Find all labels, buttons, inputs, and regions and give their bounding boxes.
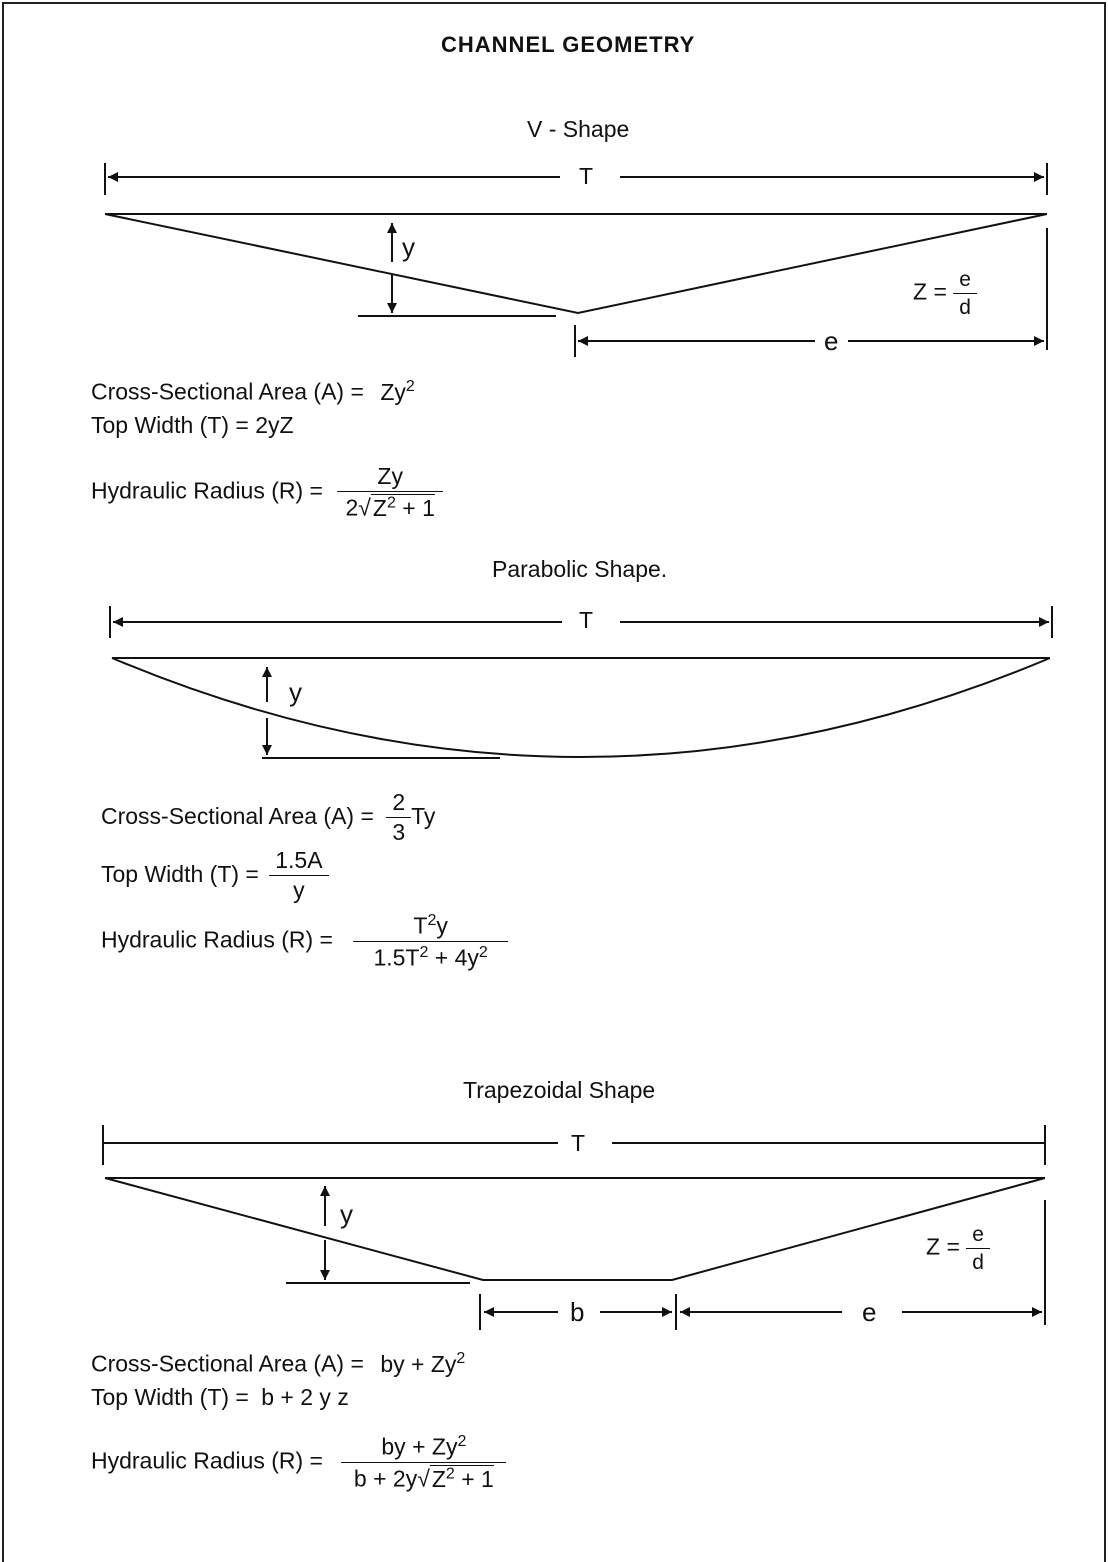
v-area-base: Zy — [380, 378, 406, 405]
t-area-expr: by + Zy — [380, 1350, 457, 1377]
t-radius-num-exp: 2 — [457, 1433, 467, 1450]
v-z-prefix: Z = — [913, 278, 947, 305]
v-radius-label: Hydraulic Radius (R) = — [91, 477, 323, 504]
v-area-exp: 2 — [405, 378, 415, 395]
t-dim-b: b — [570, 1297, 585, 1327]
page-title: CHANNEL GEOMETRY — [441, 32, 696, 57]
v-radius-formula: Hydraulic Radius (R) = Zy 2√Z2 + 1 — [91, 463, 443, 521]
p-dim-y: y — [289, 677, 302, 707]
t-radius-den-exp: 2 — [445, 1464, 455, 1482]
v-topwidth-formula: Top Width (T) = 2yZ — [91, 412, 294, 438]
trapezoidal-heading: Trapezoidal Shape — [463, 1077, 656, 1103]
t-dim-t: T — [571, 1130, 586, 1156]
p-area-den: 3 — [392, 819, 406, 846]
v-z-den: d — [959, 296, 971, 320]
p-radius-den-b: + 4y — [428, 944, 479, 971]
p-channel-profile — [111, 657, 1051, 758]
v-channel-profile — [104, 213, 1048, 315]
p-area-formula: Cross-Sectional Area (A) = 2 3 Ty — [101, 789, 436, 846]
t-z-num: e — [966, 1223, 990, 1250]
p-topwidth-label: Top Width (T) = — [101, 860, 259, 887]
p-radius-den-a: 1.5T — [373, 944, 420, 971]
t-radius-den-pre: b + 2y — [353, 1465, 418, 1492]
p-area-post: Ty — [411, 802, 436, 829]
p-radius-num-post: y — [436, 912, 448, 939]
t-radius-num: by + Zy — [381, 1433, 458, 1460]
t-topwidth-formula: Top Width (T) = b + 2 y z — [91, 1384, 349, 1411]
t-channel-profile — [104, 1177, 1046, 1281]
p-radius-den-b-exp: 2 — [478, 943, 488, 961]
t-z-prefix: Z = — [926, 1233, 960, 1260]
p-area-label: Cross-Sectional Area (A) = — [101, 802, 374, 829]
p-topwidth-formula: Top Width (T) = 1.5A y — [101, 847, 329, 904]
t-dim-y: y — [340, 1199, 353, 1229]
p-radius-num-base: T — [413, 912, 428, 939]
p-area-num: 2 — [386, 789, 412, 819]
t-topwidth-label: Top Width (T) = — [91, 1384, 249, 1410]
v-shape-diagram — [104, 163, 1048, 357]
v-dim-e: e — [824, 326, 839, 356]
v-radius-den-exp: 2 — [386, 494, 396, 512]
p-radius-den-a-exp: 2 — [419, 943, 429, 961]
p-topwidth-den: y — [293, 877, 305, 904]
t-radius-den-post: + 1 — [454, 1465, 494, 1492]
p-radius-num-exp: 2 — [427, 912, 437, 929]
t-radius-formula: Hydraulic Radius (R) = by + Zy2 b + 2y√Z… — [91, 1433, 507, 1492]
v-area-formula: Cross-Sectional Area (A) = Zy2 — [91, 378, 415, 406]
t-radius-den-rad: Z — [431, 1465, 446, 1492]
t-topwidth-expr: b + 2 y z — [261, 1384, 349, 1410]
t-area-exp: 2 — [456, 1350, 466, 1367]
v-area-label: Cross-Sectional Area (A) = — [91, 378, 364, 405]
p-topwidth-num: 1.5A — [269, 847, 329, 877]
parabolic-heading: Parabolic Shape. — [492, 556, 668, 582]
trapezoidal-diagram — [102, 1125, 1046, 1330]
v-radius-num: Zy — [337, 463, 443, 493]
t-radius-label: Hydraulic Radius (R) = — [91, 1447, 323, 1474]
t-z-den: d — [972, 1251, 984, 1275]
v-radius-den-pre: 2 — [345, 494, 359, 521]
t-dim-e: e — [862, 1297, 877, 1327]
v-dim-t: T — [573, 163, 600, 190]
v-z-num: e — [953, 268, 977, 295]
parabolic-diagram — [109, 606, 1053, 759]
p-dim-t: T — [573, 607, 600, 634]
v-radius-den-post: + 1 — [395, 494, 435, 521]
t-area-label: Cross-Sectional Area (A) = — [91, 1350, 364, 1377]
p-radius-formula: Hydraulic Radius (R) = T2y 1.5T2 + 4y2 — [101, 912, 508, 971]
v-radius-den-rad: Z — [372, 494, 387, 521]
v-dim-y: y — [402, 232, 415, 262]
t-area-formula: Cross-Sectional Area (A) = by + Zy2 — [91, 1350, 465, 1378]
p-radius-label: Hydraulic Radius (R) = — [101, 926, 333, 953]
v-shape-heading: V - Shape — [527, 116, 630, 142]
